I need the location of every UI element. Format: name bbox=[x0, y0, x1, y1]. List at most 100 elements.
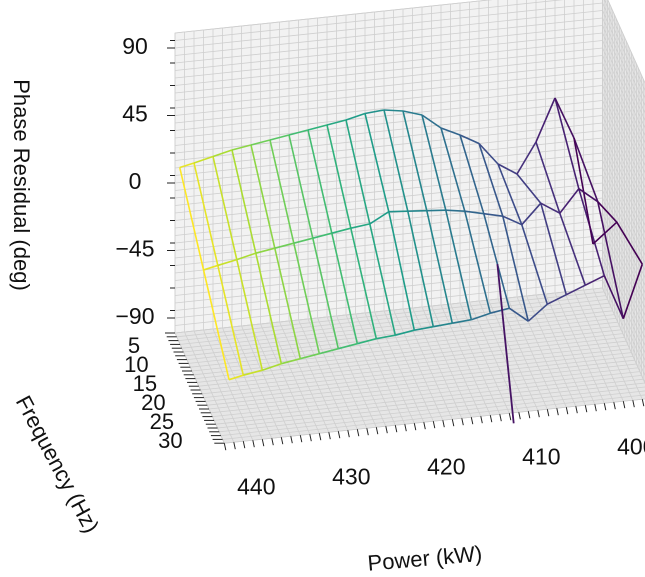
x-tick-label: 440 bbox=[237, 473, 275, 499]
grid-line-frequency-floor bbox=[212, 371, 640, 417]
x-minor-tick bbox=[432, 421, 436, 429]
x-minor-tick bbox=[385, 426, 388, 434]
wire-cross-frequency-16 bbox=[350, 223, 370, 229]
wire-cross-frequency-31 bbox=[338, 342, 358, 350]
wire-cross-frequency-16 bbox=[369, 211, 390, 225]
grid-line-phase-back bbox=[174, 257, 603, 304]
grid-line-power-floor bbox=[431, 305, 482, 417]
grid-line-power-floor bbox=[497, 298, 548, 410]
grid-line-power-floor bbox=[250, 324, 301, 436]
x-minor-tick bbox=[290, 436, 293, 444]
grid-line-phase-back bbox=[174, 272, 603, 319]
x-minor-tick bbox=[356, 429, 360, 437]
wire-line-power-438 bbox=[212, 156, 264, 371]
grid-line-frequency-floor bbox=[210, 367, 639, 414]
grid-line-phase-back bbox=[174, 220, 603, 266]
x-minor-tick bbox=[480, 416, 483, 424]
grid-line-frequency-floor bbox=[190, 321, 618, 368]
grid-line-phase-back bbox=[174, 130, 603, 176]
grid-line-frequency-floor bbox=[203, 352, 632, 398]
grid-line-power-floor bbox=[355, 313, 406, 425]
wire-cross-frequency-31 bbox=[490, 307, 510, 314]
grid-line-phase-back bbox=[174, 235, 603, 281]
wire-line-power-436 bbox=[231, 149, 283, 364]
grid-line-power-floor bbox=[526, 295, 577, 407]
x-minor-tick bbox=[489, 415, 493, 423]
wire-cross-frequency-31 bbox=[527, 303, 548, 322]
wire-cross-frequency-2 bbox=[421, 114, 442, 129]
grid-line-power-floor bbox=[269, 322, 320, 434]
grid-line-frequency-floor bbox=[174, 287, 603, 334]
grid-line-frequency-floor bbox=[202, 348, 630, 395]
grid-line-phase-back bbox=[174, 17, 603, 64]
wire-cross-frequency-16 bbox=[388, 210, 408, 213]
grid-line-power-floor bbox=[298, 319, 349, 431]
grid-line-power-floor bbox=[279, 321, 330, 433]
x-minor-tick bbox=[461, 418, 464, 426]
wire-cross-frequency-31 bbox=[622, 263, 644, 319]
grid-line-power-floor bbox=[374, 311, 425, 423]
wire-cross-frequency-2 bbox=[326, 119, 347, 126]
x-minor-tick bbox=[413, 423, 417, 431]
grid-line-frequency-floor bbox=[180, 299, 608, 345]
grid-line-phase-back bbox=[174, 242, 603, 289]
grid-line-frequency-floor bbox=[205, 356, 634, 402]
wire-line-power-426 bbox=[326, 124, 378, 339]
x-axis-label: Power (kW) bbox=[367, 541, 484, 576]
x-minor-tick bbox=[565, 407, 569, 415]
grid-line-frequency-floor bbox=[224, 398, 645, 444]
wire-cross-frequency-31 bbox=[376, 334, 396, 340]
grid-line-frequency-floor bbox=[181, 302, 610, 349]
grid-line-phase-back bbox=[174, 0, 493, 34]
grid-line-phase-back bbox=[174, 25, 603, 71]
wire-cross-frequency-2 bbox=[212, 149, 233, 158]
axis-ticks bbox=[165, 40, 645, 451]
z-axis-label: Phase Residual (deg) bbox=[9, 79, 34, 291]
grid-line-power-floor bbox=[478, 300, 529, 412]
x-minor-tick bbox=[375, 427, 379, 435]
z-tick-label: −90 bbox=[115, 303, 154, 329]
x-minor-tick bbox=[404, 424, 407, 432]
wire-line-power-428 bbox=[307, 129, 359, 344]
x-minor-tick bbox=[575, 406, 578, 414]
wire-cross-frequency-2 bbox=[535, 97, 556, 143]
wire-cross-frequency-31 bbox=[603, 275, 625, 320]
wire-cross-frequency-16 bbox=[578, 188, 599, 203]
wire-cross-frequency-16 bbox=[426, 209, 446, 212]
grid-line-phase-back bbox=[174, 100, 603, 146]
grid-line-phase-back bbox=[174, 2, 603, 49]
grid-line-phase-back bbox=[174, 85, 603, 131]
y-tick-label: 15 bbox=[133, 371, 157, 396]
grid-line-power-floor bbox=[288, 320, 339, 432]
wire-cross-frequency-2 bbox=[516, 141, 537, 175]
z-tick-label: 0 bbox=[129, 168, 142, 194]
grid-line-phase-back bbox=[174, 32, 603, 79]
x-tick-label: 430 bbox=[332, 463, 370, 489]
grid-line-power-floor bbox=[393, 309, 444, 421]
grid-line-phase-back bbox=[174, 40, 603, 86]
grid-line-power-floor bbox=[459, 302, 510, 414]
grid-line-frequency-floor bbox=[197, 337, 625, 383]
wire-cross-frequency-2 bbox=[383, 109, 404, 112]
back-pane bbox=[174, 0, 603, 334]
x-minor-tick bbox=[499, 414, 502, 422]
x-minor-tick bbox=[223, 443, 227, 451]
x-minor-tick bbox=[584, 405, 588, 413]
z-tick-label: 45 bbox=[122, 101, 148, 127]
wire-cross-frequency-31 bbox=[357, 337, 377, 345]
x-minor-tick bbox=[442, 420, 445, 428]
x-tick-label: 410 bbox=[522, 443, 560, 469]
wire-line-power-440 bbox=[193, 162, 245, 376]
x-minor-tick bbox=[451, 419, 455, 427]
grid-line-phase-back bbox=[174, 0, 564, 41]
wire-cross-frequency-16 bbox=[331, 227, 352, 234]
x-minor-tick bbox=[261, 439, 265, 447]
grid-line-phase-back bbox=[174, 212, 603, 259]
grid-line-phase-back bbox=[174, 92, 603, 139]
wire-cross-frequency-2 bbox=[288, 129, 309, 136]
grid-line-power-floor bbox=[488, 299, 539, 411]
wire-cross-frequency-2 bbox=[402, 110, 423, 116]
wire-cross-frequency-16 bbox=[559, 188, 580, 214]
x-tick-label: 400 bbox=[617, 433, 645, 459]
